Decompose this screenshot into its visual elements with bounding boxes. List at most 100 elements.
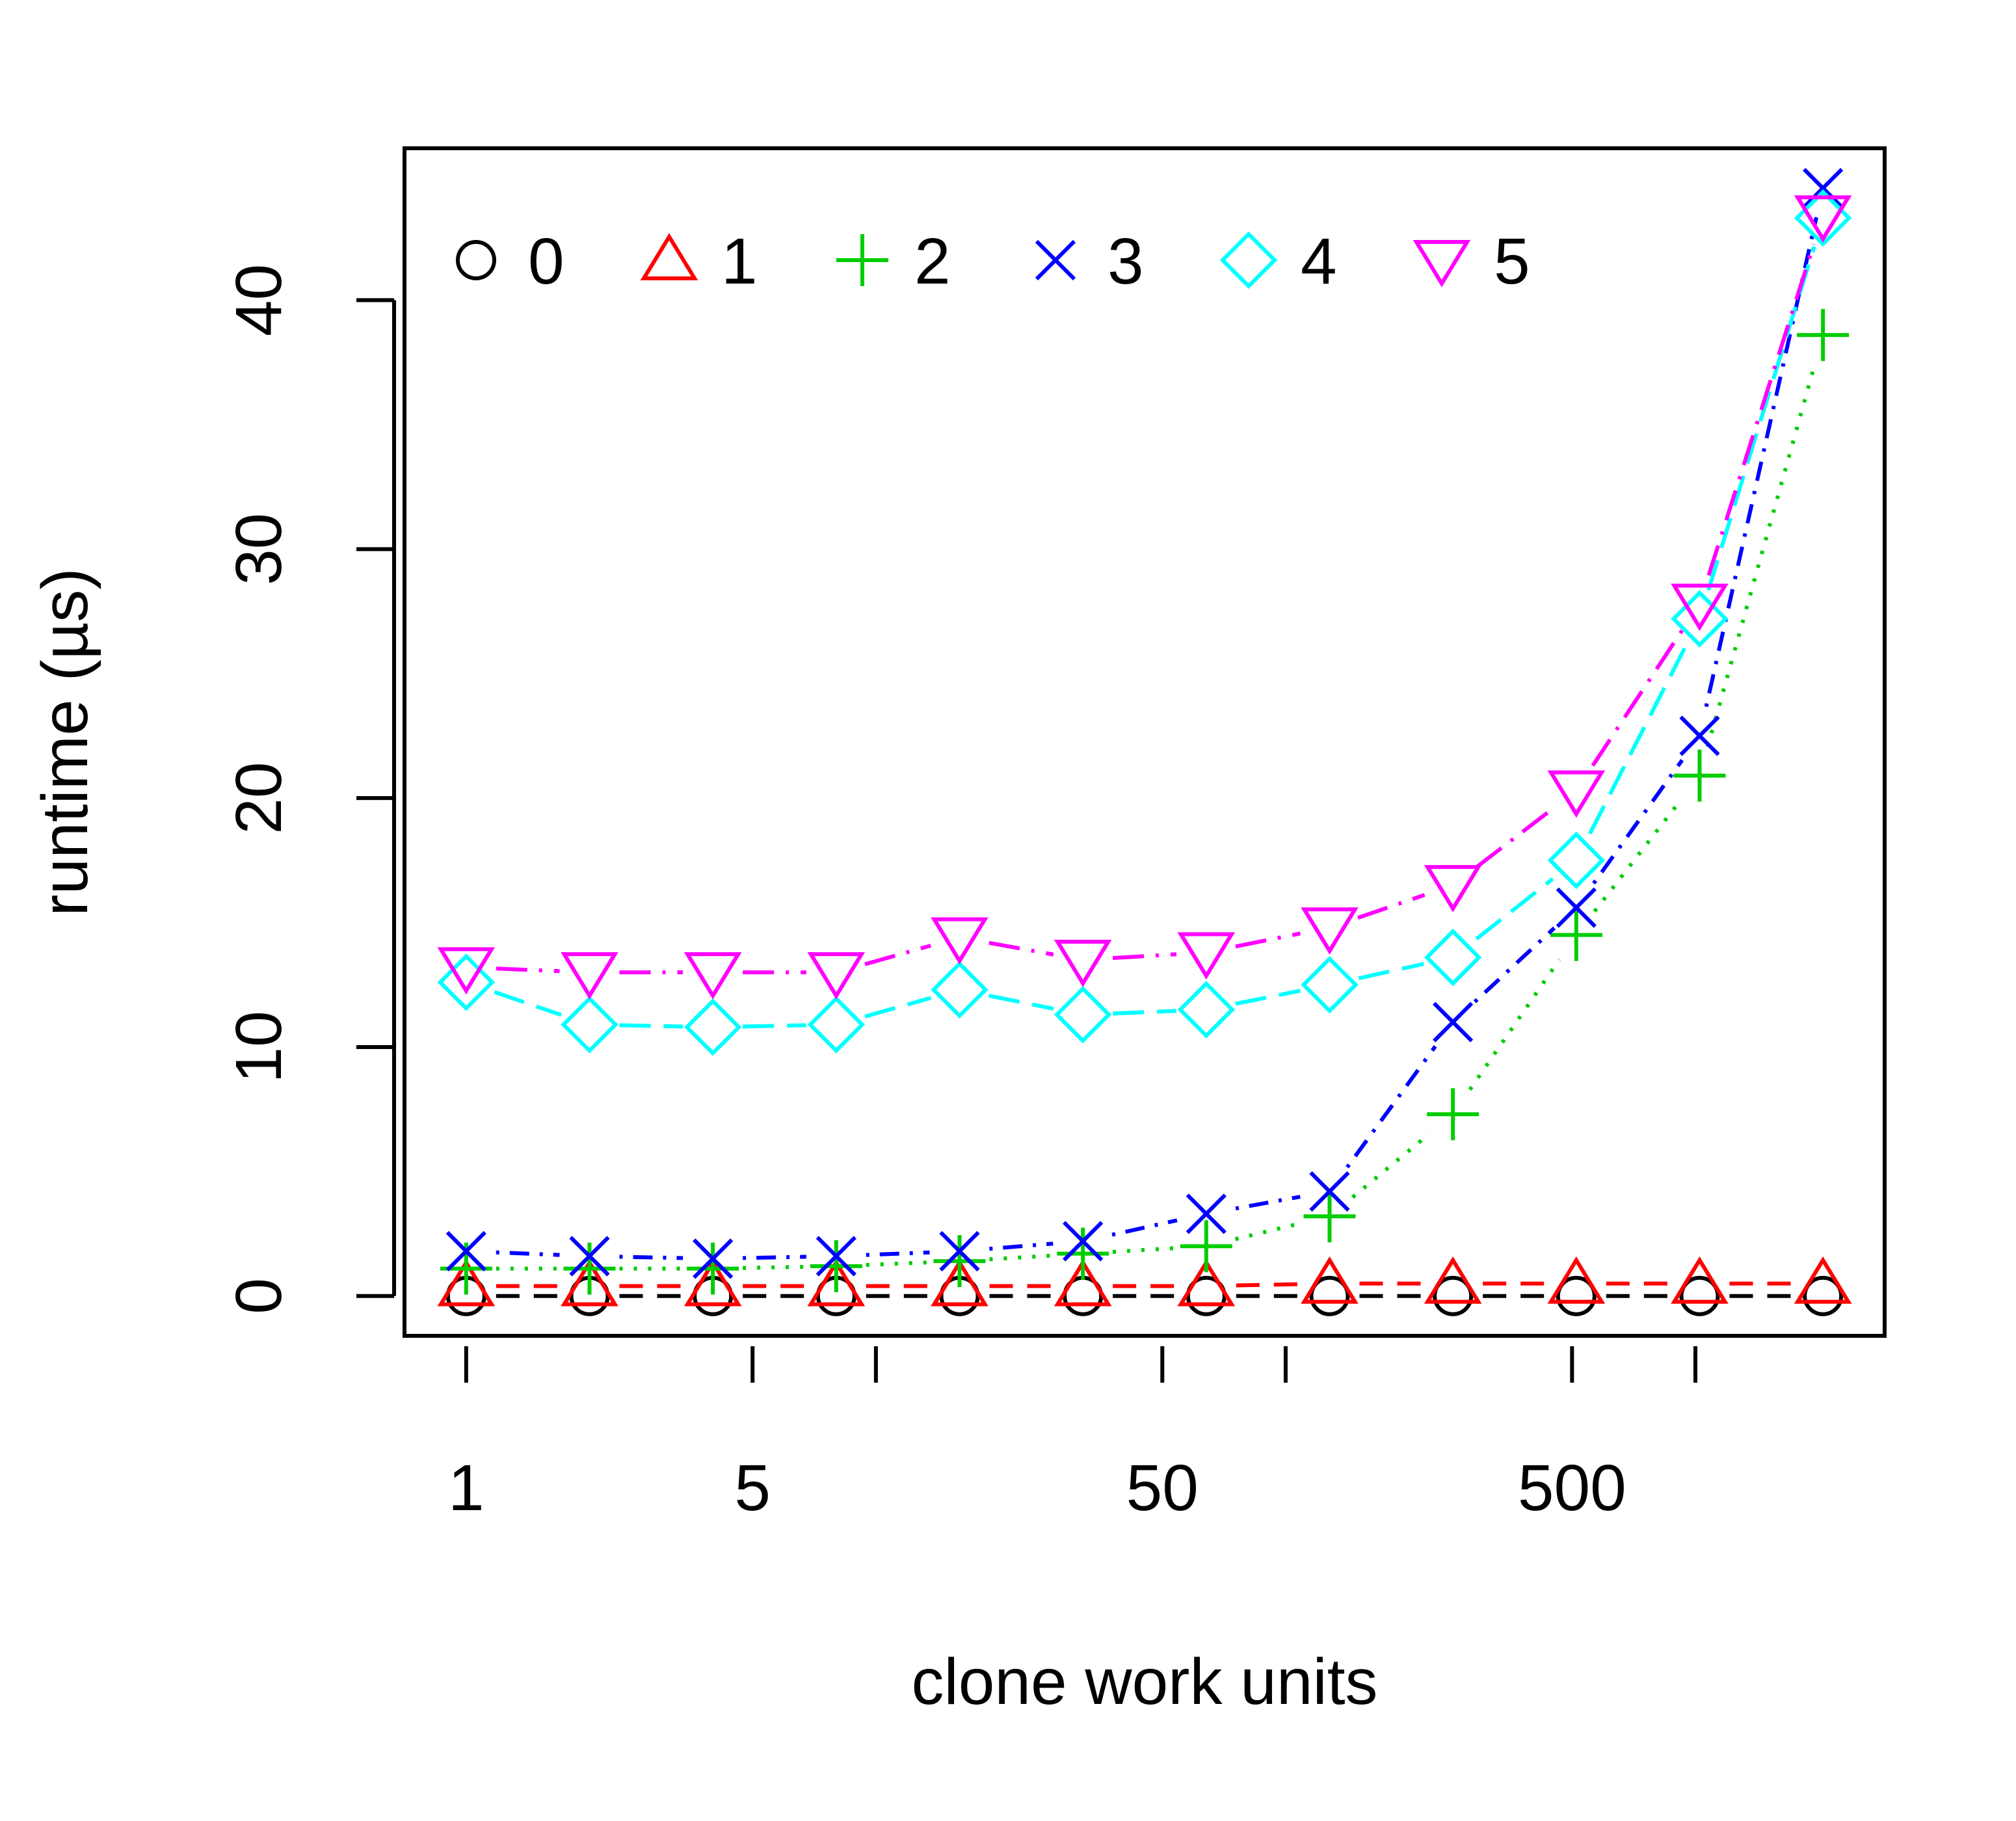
data-point bbox=[437, 947, 496, 995]
data-point bbox=[561, 1258, 618, 1307]
data-point bbox=[1679, 1275, 1720, 1316]
data-point bbox=[807, 952, 866, 1000]
data-point bbox=[563, 1242, 616, 1295]
data-point bbox=[1301, 955, 1359, 1014]
y-tick-label: 20 bbox=[222, 762, 295, 834]
data-point bbox=[437, 953, 496, 1011]
series-line-segment bbox=[1592, 759, 1684, 884]
series-line-segment bbox=[864, 996, 932, 1018]
series-line-segment bbox=[866, 1250, 930, 1257]
y-tick-label: 40 bbox=[222, 264, 295, 336]
data-point bbox=[1054, 939, 1112, 987]
data-point bbox=[1063, 1221, 1104, 1262]
series-line-segment bbox=[1706, 243, 1816, 576]
series-line-segment bbox=[1235, 931, 1301, 949]
data-point bbox=[939, 1230, 980, 1271]
series-5 bbox=[437, 195, 1852, 1000]
data-point bbox=[1186, 1193, 1227, 1234]
data-point bbox=[1303, 1190, 1356, 1243]
data-point bbox=[1794, 195, 1852, 243]
x-axis-label: clone work units bbox=[912, 1645, 1378, 1718]
legend-label: 1 bbox=[721, 225, 758, 298]
data-point bbox=[1671, 1256, 1729, 1304]
series-4 bbox=[437, 189, 1852, 1056]
series-line-segment bbox=[1236, 1282, 1300, 1288]
series-layer bbox=[437, 168, 1852, 1316]
data-point bbox=[810, 1240, 862, 1292]
series-line-segment bbox=[1351, 1132, 1431, 1199]
data-point bbox=[933, 1235, 986, 1288]
series-line-segment bbox=[1706, 246, 1816, 591]
legend-marker bbox=[1035, 239, 1076, 281]
y-axis: 0 10 20 30 40 bbox=[222, 264, 396, 1314]
data-point bbox=[1054, 1258, 1112, 1307]
x-tick-label: 50 bbox=[1126, 1452, 1199, 1524]
data-point bbox=[1797, 309, 1850, 362]
data-point bbox=[1556, 887, 1597, 928]
plot-frame bbox=[403, 146, 1887, 1338]
data-point bbox=[816, 1236, 856, 1277]
series-line-segment bbox=[989, 1242, 1054, 1251]
series-line-segment bbox=[1234, 1221, 1301, 1242]
data-point bbox=[445, 1230, 486, 1271]
series-2 bbox=[440, 309, 1850, 1295]
series-line-segment bbox=[496, 1250, 560, 1257]
data-point bbox=[807, 996, 866, 1054]
series-line-segment bbox=[988, 994, 1054, 1011]
data-point bbox=[1803, 1275, 1844, 1316]
series-line-segment bbox=[1591, 628, 1685, 767]
legend-marker bbox=[1219, 231, 1278, 289]
series-line-segment bbox=[494, 990, 562, 1017]
data-point bbox=[931, 961, 988, 1019]
legend-marker bbox=[836, 234, 888, 286]
data-point bbox=[931, 1258, 988, 1307]
series-1 bbox=[437, 1256, 1852, 1307]
data-point bbox=[807, 1258, 866, 1307]
data-point bbox=[1309, 1275, 1350, 1316]
data-point bbox=[1547, 1256, 1606, 1304]
data-point bbox=[683, 952, 742, 1000]
series-line-segment bbox=[1235, 989, 1301, 1006]
data-point bbox=[683, 998, 742, 1056]
series-line-segment bbox=[864, 944, 932, 966]
series-line-segment bbox=[619, 1023, 683, 1029]
series-line-segment bbox=[1475, 877, 1554, 941]
series-line-segment bbox=[1235, 1195, 1301, 1211]
series-line-segment bbox=[1473, 926, 1556, 1004]
data-point bbox=[1550, 909, 1602, 961]
data-point bbox=[1547, 770, 1606, 818]
series-line-segment bbox=[1593, 798, 1683, 913]
data-point bbox=[1547, 831, 1606, 890]
series-line-segment bbox=[1468, 958, 1561, 1091]
series-line-segment bbox=[1111, 1218, 1178, 1237]
y-tick-label: 30 bbox=[222, 513, 295, 585]
legend-label: 0 bbox=[528, 225, 564, 298]
y-axis-label: runtime (µs) bbox=[29, 568, 101, 916]
series-line-segment bbox=[1706, 363, 1817, 748]
series-line-segment bbox=[1113, 1009, 1176, 1016]
data-point bbox=[1177, 981, 1236, 1039]
legend-label: 5 bbox=[1494, 225, 1530, 298]
series-line-segment bbox=[743, 1023, 806, 1029]
data-point bbox=[569, 1236, 610, 1277]
series-line-segment bbox=[988, 940, 1054, 957]
series-line-segment bbox=[989, 1253, 1054, 1262]
y-tick-label: 10 bbox=[222, 1011, 295, 1083]
legend-label: 3 bbox=[1107, 225, 1144, 298]
series-0 bbox=[445, 1275, 1844, 1316]
data-point bbox=[1054, 985, 1112, 1044]
series-line-segment bbox=[743, 1255, 806, 1260]
legend-marker bbox=[640, 233, 698, 280]
data-point bbox=[1309, 1171, 1350, 1212]
series-line-segment bbox=[1358, 962, 1424, 981]
series-line-segment bbox=[619, 1255, 683, 1260]
data-point bbox=[1177, 1258, 1236, 1307]
data-point bbox=[437, 1258, 496, 1307]
legend-label: 2 bbox=[914, 225, 951, 298]
data-point bbox=[687, 1242, 739, 1295]
data-point bbox=[1424, 1256, 1482, 1304]
series-line-segment bbox=[1112, 1245, 1177, 1254]
data-point bbox=[1556, 1275, 1597, 1316]
data-point bbox=[1794, 1256, 1852, 1304]
series-line-segment bbox=[1357, 893, 1426, 920]
